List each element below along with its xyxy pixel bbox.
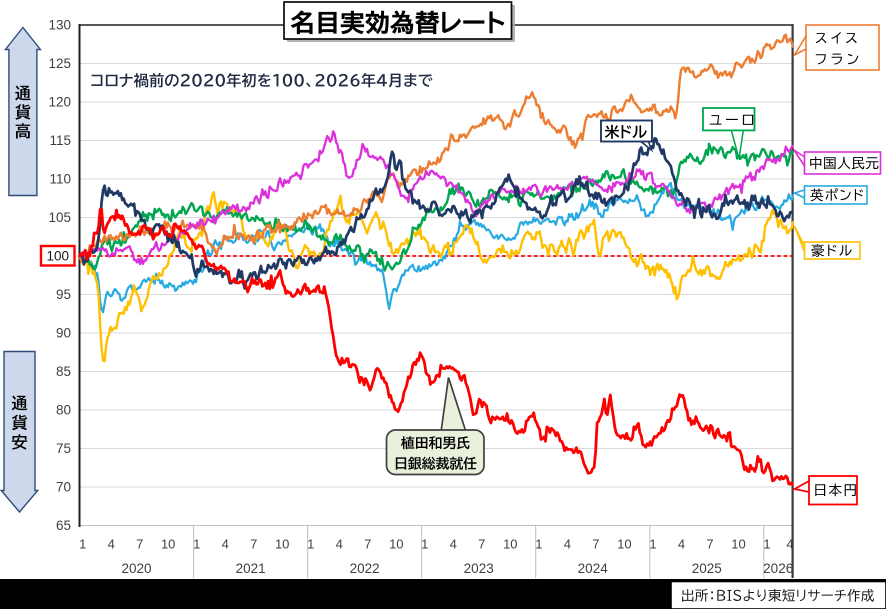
svg-text:110: 110 [49,172,71,187]
svg-text:70: 70 [56,480,71,495]
svg-text:120: 120 [48,95,71,110]
svg-text:125: 125 [48,56,71,71]
svg-text:1: 1 [421,537,428,552]
svg-text:1: 1 [193,537,200,552]
svg-text:95: 95 [56,287,71,302]
svg-text:75: 75 [56,441,71,456]
svg-text:10: 10 [731,537,745,552]
svg-text:7: 7 [250,537,257,552]
svg-text:2022: 2022 [350,561,380,576]
svg-text:4: 4 [336,537,343,552]
svg-text:80: 80 [56,403,71,418]
svg-text:7: 7 [706,537,713,552]
svg-text:4: 4 [786,537,793,552]
svg-text:2023: 2023 [464,561,494,576]
svg-text:2021: 2021 [236,561,266,576]
svg-text:100: 100 [47,249,70,264]
svg-text:2020: 2020 [121,561,151,576]
svg-text:65: 65 [56,518,71,533]
svg-text:7: 7 [136,537,143,552]
svg-text:4: 4 [564,537,571,552]
svg-text:1: 1 [79,537,86,552]
svg-text:1: 1 [763,537,770,552]
svg-text:105: 105 [48,210,71,225]
svg-text:7: 7 [478,537,485,552]
svg-text:115: 115 [49,133,71,148]
svg-text:85: 85 [56,364,71,379]
svg-text:4: 4 [678,537,685,552]
svg-text:10: 10 [617,537,631,552]
svg-text:10: 10 [161,537,175,552]
svg-text:1: 1 [649,537,656,552]
svg-text:90: 90 [56,326,71,341]
svg-text:2024: 2024 [578,561,609,576]
svg-text:7: 7 [592,537,599,552]
svg-text:1: 1 [307,537,314,552]
svg-text:130: 130 [48,18,71,33]
svg-text:2026: 2026 [763,561,793,576]
svg-text:1: 1 [535,537,542,552]
svg-text:7: 7 [364,537,371,552]
svg-text:2025: 2025 [692,561,722,576]
svg-text:4: 4 [108,537,115,552]
svg-text:4: 4 [450,537,457,552]
svg-text:4: 4 [222,537,229,552]
svg-text:10: 10 [275,537,289,552]
svg-text:10: 10 [389,537,403,552]
svg-text:10: 10 [503,537,517,552]
